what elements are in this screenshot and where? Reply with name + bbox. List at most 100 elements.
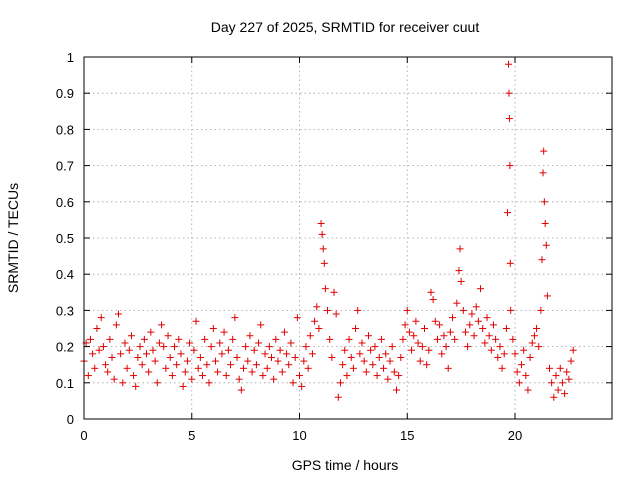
data-point	[349, 364, 357, 372]
data-point	[410, 332, 418, 340]
data-point	[421, 325, 429, 332]
data-point	[326, 335, 334, 343]
data-point	[358, 339, 366, 347]
data-point	[246, 332, 254, 340]
data-point	[412, 317, 420, 325]
data-point	[505, 89, 513, 97]
data-point	[459, 306, 467, 314]
y-tick-label: 0	[67, 412, 74, 427]
data-point	[522, 372, 530, 380]
data-point	[440, 332, 448, 340]
data-point	[375, 353, 383, 361]
data-point	[550, 393, 558, 401]
y-tick-label: 1	[67, 50, 74, 65]
data-point	[382, 350, 390, 358]
data-point	[134, 353, 142, 361]
data-point	[485, 332, 493, 340]
data-point	[339, 361, 347, 369]
data-point	[496, 343, 504, 351]
data-point	[540, 147, 548, 155]
data-point	[242, 343, 250, 351]
data-point	[364, 332, 372, 340]
data-point	[384, 375, 392, 383]
grid	[84, 57, 612, 419]
data-point	[171, 343, 179, 351]
data-point	[360, 357, 368, 365]
data-point	[289, 379, 297, 387]
data-point	[408, 346, 416, 354]
data-point	[354, 306, 362, 314]
data-point	[252, 361, 260, 369]
data-point	[481, 339, 489, 347]
data-point	[162, 364, 170, 372]
data-point	[188, 375, 196, 383]
data-point	[461, 328, 469, 336]
data-point	[194, 364, 202, 372]
data-point	[287, 339, 295, 347]
data-point	[554, 386, 562, 394]
data-point	[526, 353, 534, 361]
y-tick-label: 0.4	[56, 267, 74, 282]
data-point	[216, 339, 224, 347]
data-point	[130, 372, 138, 380]
data-point	[86, 335, 94, 343]
data-point	[386, 357, 394, 365]
data-point	[276, 346, 284, 354]
y-tick-label: 0.1	[56, 376, 74, 391]
y-tick-label: 0.6	[56, 195, 74, 210]
data-point	[506, 162, 514, 170]
data-point	[315, 325, 323, 332]
data-point	[306, 332, 314, 340]
data-point	[367, 346, 375, 354]
data-point	[416, 357, 424, 365]
data-points	[80, 60, 577, 401]
data-point	[345, 335, 353, 343]
data-point	[114, 310, 122, 318]
data-point	[220, 328, 228, 336]
data-point	[248, 368, 256, 376]
data-point	[535, 343, 543, 351]
data-point	[392, 386, 400, 394]
data-point	[229, 335, 237, 343]
data-point	[293, 314, 301, 322]
data-point	[296, 372, 304, 380]
data-point	[138, 361, 146, 369]
y-tick-label: 0.9	[56, 86, 74, 101]
data-point	[227, 361, 235, 369]
data-point	[537, 306, 545, 314]
data-point	[511, 350, 519, 358]
data-point	[300, 357, 308, 365]
data-point	[151, 357, 159, 365]
data-point	[102, 361, 110, 369]
data-point	[308, 350, 316, 358]
data-point	[125, 346, 133, 354]
data-point	[222, 372, 230, 380]
data-point	[319, 245, 327, 253]
data-point	[433, 335, 441, 343]
data-point	[298, 382, 306, 390]
data-point	[444, 364, 452, 372]
data-point	[524, 386, 532, 394]
data-point	[119, 379, 127, 387]
data-point	[515, 379, 523, 387]
data-point	[429, 296, 437, 304]
data-point	[474, 317, 482, 325]
data-point	[190, 346, 198, 354]
data-point	[388, 343, 396, 351]
data-point	[503, 209, 511, 217]
data-point	[239, 364, 247, 372]
data-point	[207, 343, 215, 351]
data-point	[397, 353, 405, 361]
data-point	[140, 335, 148, 343]
data-point	[121, 339, 129, 347]
data-point	[492, 335, 500, 343]
data-point	[380, 364, 388, 372]
data-point	[106, 335, 114, 343]
data-point	[192, 317, 200, 325]
data-point	[112, 321, 120, 329]
data-point	[543, 292, 551, 300]
data-point	[84, 372, 92, 380]
data-point	[356, 350, 364, 358]
data-point	[538, 256, 546, 264]
x-axis-label: GPS time / hours	[292, 457, 399, 473]
